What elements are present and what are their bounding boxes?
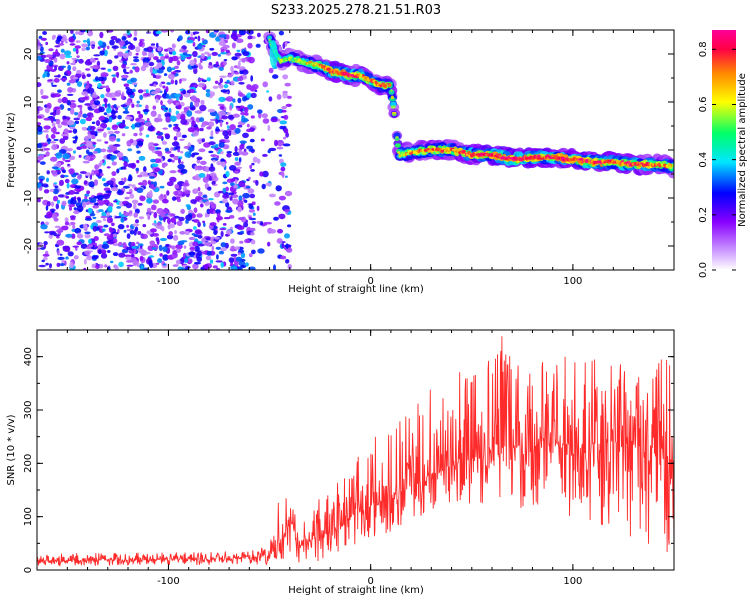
y-tick-label: 0 [23,147,34,153]
y-tick-label: 100 [23,507,34,526]
y-tick-label: -10 [23,190,34,206]
x-tick-label: 0 [367,576,373,587]
y-tick-label: 10 [23,96,34,109]
x-tick-label: -100 [157,576,180,587]
snr-plot-area [37,336,674,567]
colorbar-tick-label: 0.2 [698,207,709,223]
colorbar-label: Normalized spectral amplitude [737,73,748,227]
colorbar: 0.0 0.2 0.4 0.6 0.8 Normalized spectral ampl… [698,30,748,278]
y-tick-label: 0 [23,567,34,573]
x-tick-label: -100 [157,276,180,287]
snr-axes: -100 0 100 0 100 200 300 400 [23,329,675,587]
colorbar-gradient [712,30,736,270]
noise-speckles [37,30,293,270]
x-tick-label: 100 [563,576,582,587]
y-tick-label: 200 [23,454,34,473]
colorbar-tick-label: 0.8 [698,41,709,57]
figure-title: S233.2025.278.21.51.R03 [271,3,441,18]
y-tick-label: 300 [23,400,34,419]
spectrogram-x-label: Height of straight line (km) [288,284,424,295]
snr-y-label: SNR (10 * v/v) [6,414,17,485]
spectrogram-y-label: Frequency (Hz) [6,112,17,188]
snr-x-label: Height of straight line (km) [288,585,424,596]
snr-panel: -100 0 100 0 100 200 300 400 Height of straight… [6,329,675,596]
spectrogram-image [37,30,674,270]
x-tick-label: 100 [563,276,582,287]
colorbar-tick-label: 0.4 [698,152,709,168]
x-tick-label: 0 [367,276,373,287]
y-tick-label: 20 [23,48,34,61]
y-tick-label: -20 [23,238,34,254]
signal-ridge [263,31,674,179]
colorbar-ticks: 0.0 0.2 0.4 0.6 0.8 [698,41,736,278]
colorbar-tick-label: 0.6 [698,97,709,113]
colorbar-tick-label: 0.0 [698,262,709,278]
y-tick-label: 400 [23,347,34,366]
snr-frame [36,329,675,571]
snr-series-line [37,336,674,567]
